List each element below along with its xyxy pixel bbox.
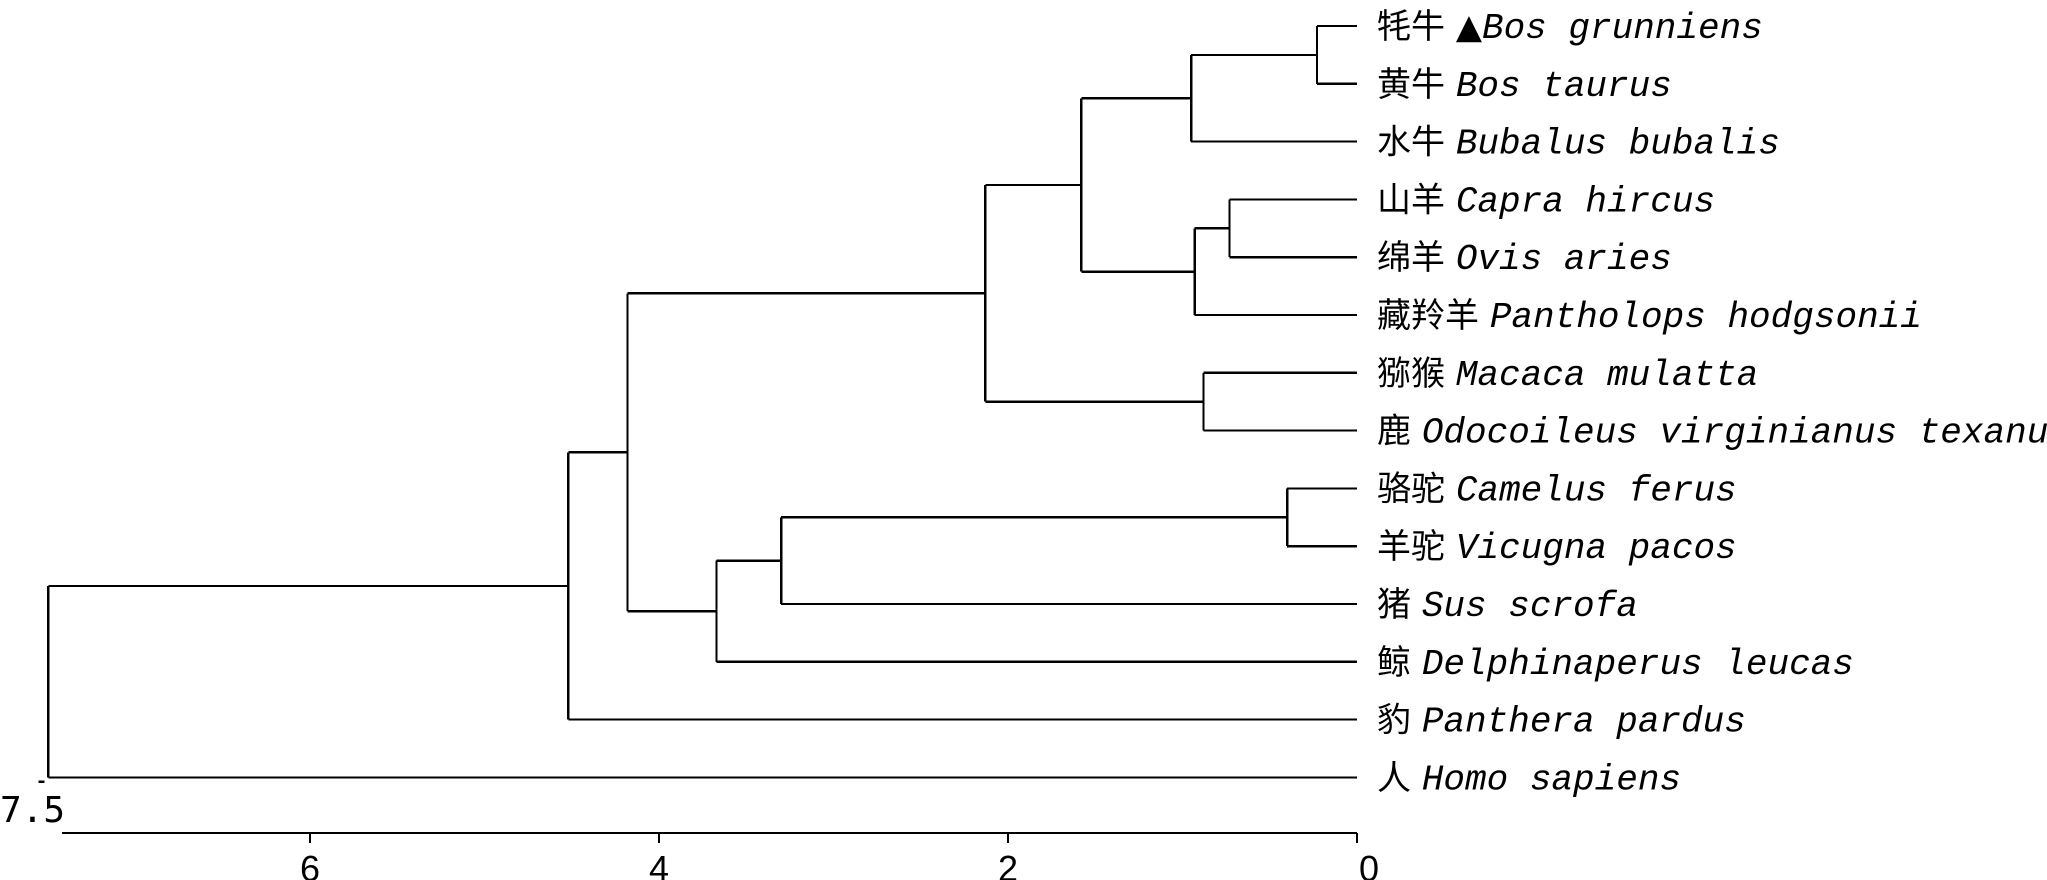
axis-tick-label: 4 [649, 848, 669, 880]
leaf-label-cattle: 黄牛 Bos taurus [1377, 65, 1672, 107]
leaf-label-sheep: 绵羊 Ovis aries [1377, 238, 1672, 280]
leaf-common-name: 鹿 [1377, 412, 1422, 452]
leaf-scientific-name: Bubalus bubalis [1456, 124, 1780, 165]
leaf-scientific-name: Panthera pardus [1422, 702, 1746, 743]
leaf-label-alpaca: 羊驼 Vicugna pacos [1377, 527, 1737, 569]
leaf-label-chiru: 藏羚羊 Pantholops hodgsonii [1377, 296, 1922, 338]
leaf-common-name: 藏羚羊 [1377, 296, 1490, 336]
leaf-scientific-name: Ovis aries [1456, 239, 1672, 280]
leaf-scientific-name: Bos taurus [1456, 66, 1672, 107]
leaf-label-leopard: 豹 Panthera pardus [1377, 701, 1746, 743]
leaf-common-name: 猕猴 [1377, 354, 1456, 394]
leaf-common-name: 鲸 [1377, 643, 1422, 683]
leaf-scientific-name: Bos grunniens [1482, 8, 1763, 49]
leaf-common-name: 水牛 [1377, 123, 1456, 163]
triangle-marker-icon: ▲ [1456, 7, 1483, 47]
leaf-common-name: 山羊 [1377, 180, 1456, 220]
leaf-label-macaque: 猕猴 Macaca mulatta [1377, 354, 1758, 396]
leaf-scientific-name: Odocoileus virginianus texanus [1422, 413, 2047, 454]
leaf-common-name: 人 [1377, 758, 1422, 798]
leaf-common-name: 猪 [1377, 585, 1422, 625]
axis-max-label: 7.5 [0, 790, 65, 831]
leaf-scientific-name: Vicugna pacos [1456, 528, 1737, 569]
distance-axis: 7.5 6 4 2 0 [0, 790, 1379, 880]
leaf-label-deer: 鹿 Odocoileus virginianus texanus [1377, 412, 2047, 454]
leaf-label-yak: 牦牛 ▲Bos grunniens [1377, 7, 1763, 49]
leaf-scientific-name: Macaca mulatta [1456, 355, 1758, 396]
leaf-label-pig: 猪 Sus scrofa [1377, 585, 1638, 627]
leaf-common-name: 骆驼 [1377, 469, 1456, 509]
leaf-scientific-name: Homo sapiens [1422, 759, 1681, 800]
leaf-label-whale: 鲸 Delphinaperus leucas [1377, 643, 1854, 685]
leaf-scientific-name: Sus scrofa [1422, 586, 1638, 627]
leaf-common-name: 黄牛 [1377, 65, 1456, 105]
axis-tick-label: 0 [1359, 848, 1379, 880]
leaf-common-name: 牦牛 [1377, 7, 1456, 47]
leaf-scientific-name: Capra hircus [1456, 181, 1715, 222]
leaf-label-buffalo: 水牛 Bubalus bubalis [1377, 123, 1780, 165]
leaf-scientific-name: Camelus ferus [1456, 470, 1737, 511]
axis-tick-label: 2 [998, 848, 1018, 880]
leaf-scientific-name: Delphinaperus leucas [1422, 644, 1854, 685]
leaf-label-camel: 骆驼 Camelus ferus [1377, 469, 1737, 511]
leaf-label-goat: 山羊 Capra hircus [1377, 180, 1715, 222]
leaf-label-human: 人 Homo sapiens [1377, 758, 1681, 800]
branch-lines [38, 24, 1357, 783]
leaf-common-name: 羊驼 [1377, 527, 1456, 567]
leaf-common-name: 豹 [1377, 701, 1422, 741]
axis-tick-label: 6 [300, 848, 320, 880]
leaf-scientific-name: Pantholops hodgsonii [1490, 297, 1922, 338]
leaf-common-name: 绵羊 [1377, 238, 1456, 278]
